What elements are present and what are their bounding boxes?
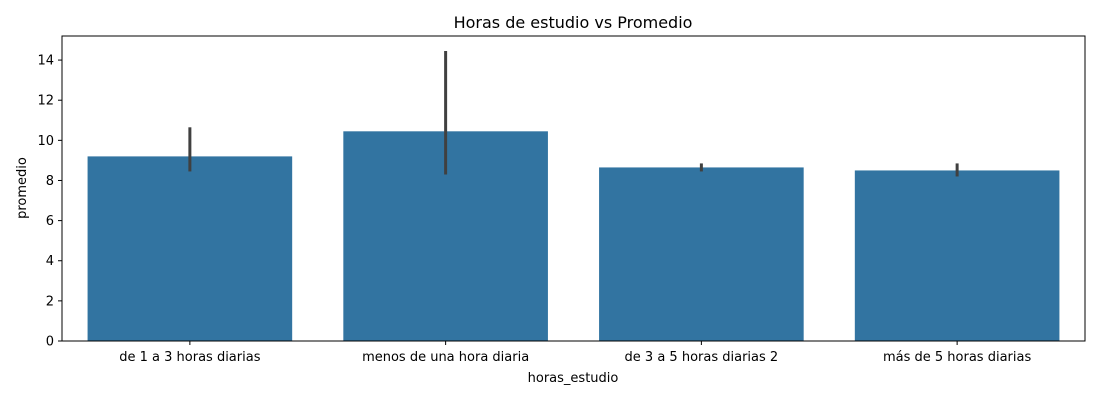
- y-tick-label: 6: [46, 214, 54, 229]
- error-bars-group: [188, 51, 959, 177]
- x-tick-label: menos de una hora diaria: [362, 350, 529, 365]
- y-axis: 0 2 4 6 8 10 12 14: [37, 54, 62, 350]
- y-tick-label: 4: [46, 254, 54, 269]
- y-tick-label: 2: [46, 294, 54, 309]
- bar: [854, 170, 1060, 341]
- bar: [599, 167, 804, 341]
- x-axis: de 1 a 3 horas diarias menos de una hora …: [119, 341, 1031, 365]
- y-tick-label: 12: [37, 94, 54, 109]
- y-tick-label: 14: [37, 54, 54, 69]
- x-tick-label: de 3 a 5 horas diarias 2: [625, 350, 779, 365]
- bar: [87, 156, 293, 341]
- bars-group: [87, 131, 1060, 341]
- y-axis-label: promedio: [15, 157, 30, 219]
- y-tick-label: 8: [46, 174, 54, 189]
- x-axis-label: horas_estudio: [528, 371, 619, 386]
- chart-title: Horas de estudio vs Promedio: [454, 13, 693, 32]
- x-tick-label: más de 5 horas diarias: [883, 350, 1031, 365]
- y-tick-label: 0: [46, 335, 54, 350]
- y-tick-label: 10: [37, 134, 54, 149]
- x-tick-label: de 1 a 3 horas diarias: [119, 350, 260, 365]
- plot-frame: [61, 35, 1086, 342]
